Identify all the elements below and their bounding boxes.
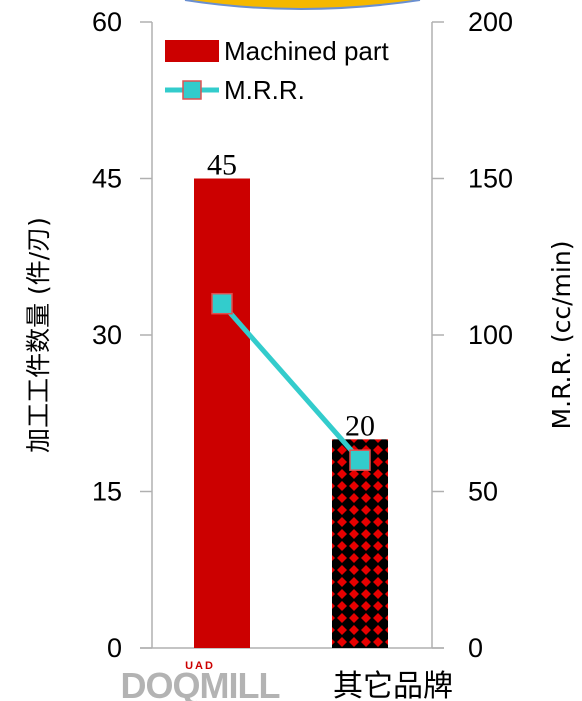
data-label-other: 20 (345, 409, 375, 442)
legend-swatch-mrr-marker (182, 80, 202, 100)
category-label-doqmill: DOQMILL (121, 665, 280, 701)
left-tick-label: 30 (92, 320, 122, 350)
legend-label-machined-part: Machined part (224, 36, 390, 66)
right-tick-label: 100 (468, 320, 513, 350)
mrr-series-line (220, 302, 362, 462)
category-logo-superscript: UAD (185, 660, 215, 672)
bar-doqmill (194, 178, 250, 648)
left-tick-label: 15 (92, 477, 122, 507)
right-axis-ticks: 0 50 100 150 200 (432, 7, 513, 663)
right-tick-label: 0 (468, 633, 483, 663)
bar-other (332, 439, 388, 648)
left-axis-title: 加工工件数量 (件/刃) (24, 217, 53, 453)
right-tick-label: 150 (468, 164, 513, 194)
bars (194, 178, 388, 648)
legend-label-mrr: M.R.R. (224, 75, 305, 105)
category-label-other: 其它品牌 (333, 669, 453, 701)
data-label-doqmill: 45 (207, 149, 237, 182)
right-axis-title: M.R.R. (cc/min) (547, 241, 576, 430)
left-axis-ticks: 0 15 30 45 60 (92, 7, 152, 663)
top-decoration (184, 0, 421, 10)
mrr-line (211, 292, 371, 471)
left-tick-label: 60 (92, 7, 122, 37)
right-tick-label: 200 (468, 7, 513, 37)
left-tick-label: 45 (92, 164, 122, 194)
mrr-point-doqmill (211, 292, 233, 315)
legend-swatch-machined-part (165, 40, 219, 62)
right-tick-label: 50 (468, 477, 498, 507)
legend: Machined part M.R.R. (165, 36, 390, 105)
mrr-point-other (349, 449, 371, 471)
data-labels: 45 20 (207, 149, 375, 443)
category-logo-doqmill: DOQMILL UAD (121, 660, 281, 701)
left-tick-label: 0 (107, 633, 122, 663)
